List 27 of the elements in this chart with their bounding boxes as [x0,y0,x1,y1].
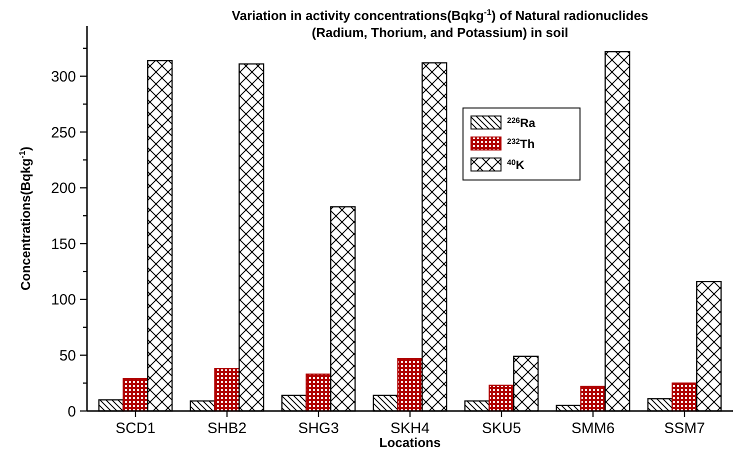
x-tick-label: SSM7 [664,420,705,437]
chart-title: Variation in activity concentrations(Bqkg$^{-1}$) of Natural radionuclides [232,7,648,23]
x-tick-label: SCD1 [115,420,156,437]
bar [214,368,240,412]
y-tick-label: 200 [50,180,76,198]
bar [397,358,423,412]
bar [580,386,606,412]
y-tick-label: 0 [68,403,76,420]
chart-subtitle: (Radium, Thorium, and Potassium) in soil [312,25,568,40]
y-tick-label: 300 [50,68,76,86]
y-tick-label: 150 [50,236,76,253]
y-tick-label: 50 [59,347,76,364]
x-tick-label: SKU5 [482,420,522,437]
bar [672,382,698,412]
legend-label: $^{226}$Ra [507,116,536,130]
x-tick-label: SKH4 [390,420,430,437]
x-tick-label: SHB2 [207,420,247,437]
y-tick-label: 250 [50,124,76,142]
legend-label: $^{40}$K [507,158,525,172]
x-tick-label: SHG3 [298,420,339,437]
x-tick-label: SMM6 [571,420,615,437]
y-tick-label: 100 [50,292,76,309]
bar [306,374,332,412]
x-axis-title: Locations [379,435,441,450]
bar [488,384,514,412]
legend-label: $^{232}$Th [507,136,535,151]
bar [122,378,148,412]
